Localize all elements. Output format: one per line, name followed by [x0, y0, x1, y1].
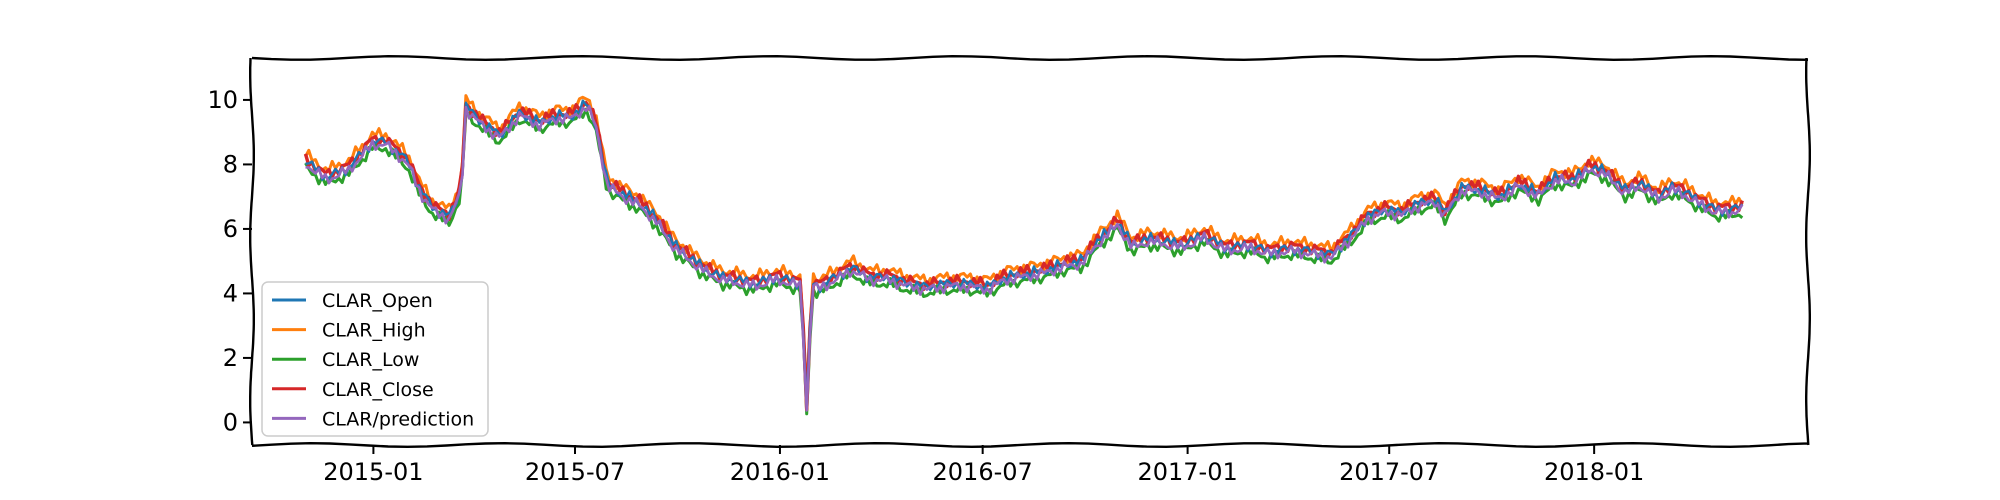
y-tick-label: 8 [223, 150, 238, 178]
legend-label-clar-prediction: CLAR/prediction [322, 408, 474, 430]
y-tick-label: 4 [223, 279, 238, 307]
legend-label-clar-high: CLAR_High [322, 320, 426, 342]
legend-label-clar-open: CLAR_Open [322, 290, 433, 312]
y-tick-label: 2 [223, 344, 238, 372]
series-line-clar-high [304, 94, 1744, 396]
legend: CLAR_Open CLAR_High CLAR_Low CLAR_Close CLAR… [261, 281, 489, 437]
x-axis: 2015-01 2015-07 2016-01 2016-07 2017-01 2017-… [323, 445, 1644, 486]
x-tick-label: 2018-01 [1544, 458, 1644, 486]
plot-frame [249, 54, 1811, 449]
y-tick-label: 6 [223, 215, 238, 243]
x-tick-label: 2015-01 [323, 458, 423, 486]
legend-label-clar-close: CLAR_Close [322, 379, 434, 401]
x-tick-label: 2016-07 [933, 458, 1033, 486]
series-line-clar-prediction [305, 105, 1744, 412]
series-line-clar-low [304, 107, 1744, 416]
series-line-clar-close [303, 101, 1744, 412]
x-tick-label: 2017-07 [1339, 458, 1439, 486]
x-tick-label: 2016-01 [730, 458, 830, 486]
series-line-clar-open [305, 99, 1744, 407]
y-axis: 0 2 4 6 8 10 [207, 86, 252, 436]
x-tick-label: 2017-01 [1137, 458, 1237, 486]
legend-box [261, 281, 489, 437]
legend-label-clar-low: CLAR_Low [322, 349, 419, 371]
x-tick-label: 2015-07 [525, 458, 625, 486]
y-tick-label: 0 [223, 408, 238, 436]
y-tick-label: 10 [207, 86, 238, 114]
series-layer [303, 94, 1744, 416]
